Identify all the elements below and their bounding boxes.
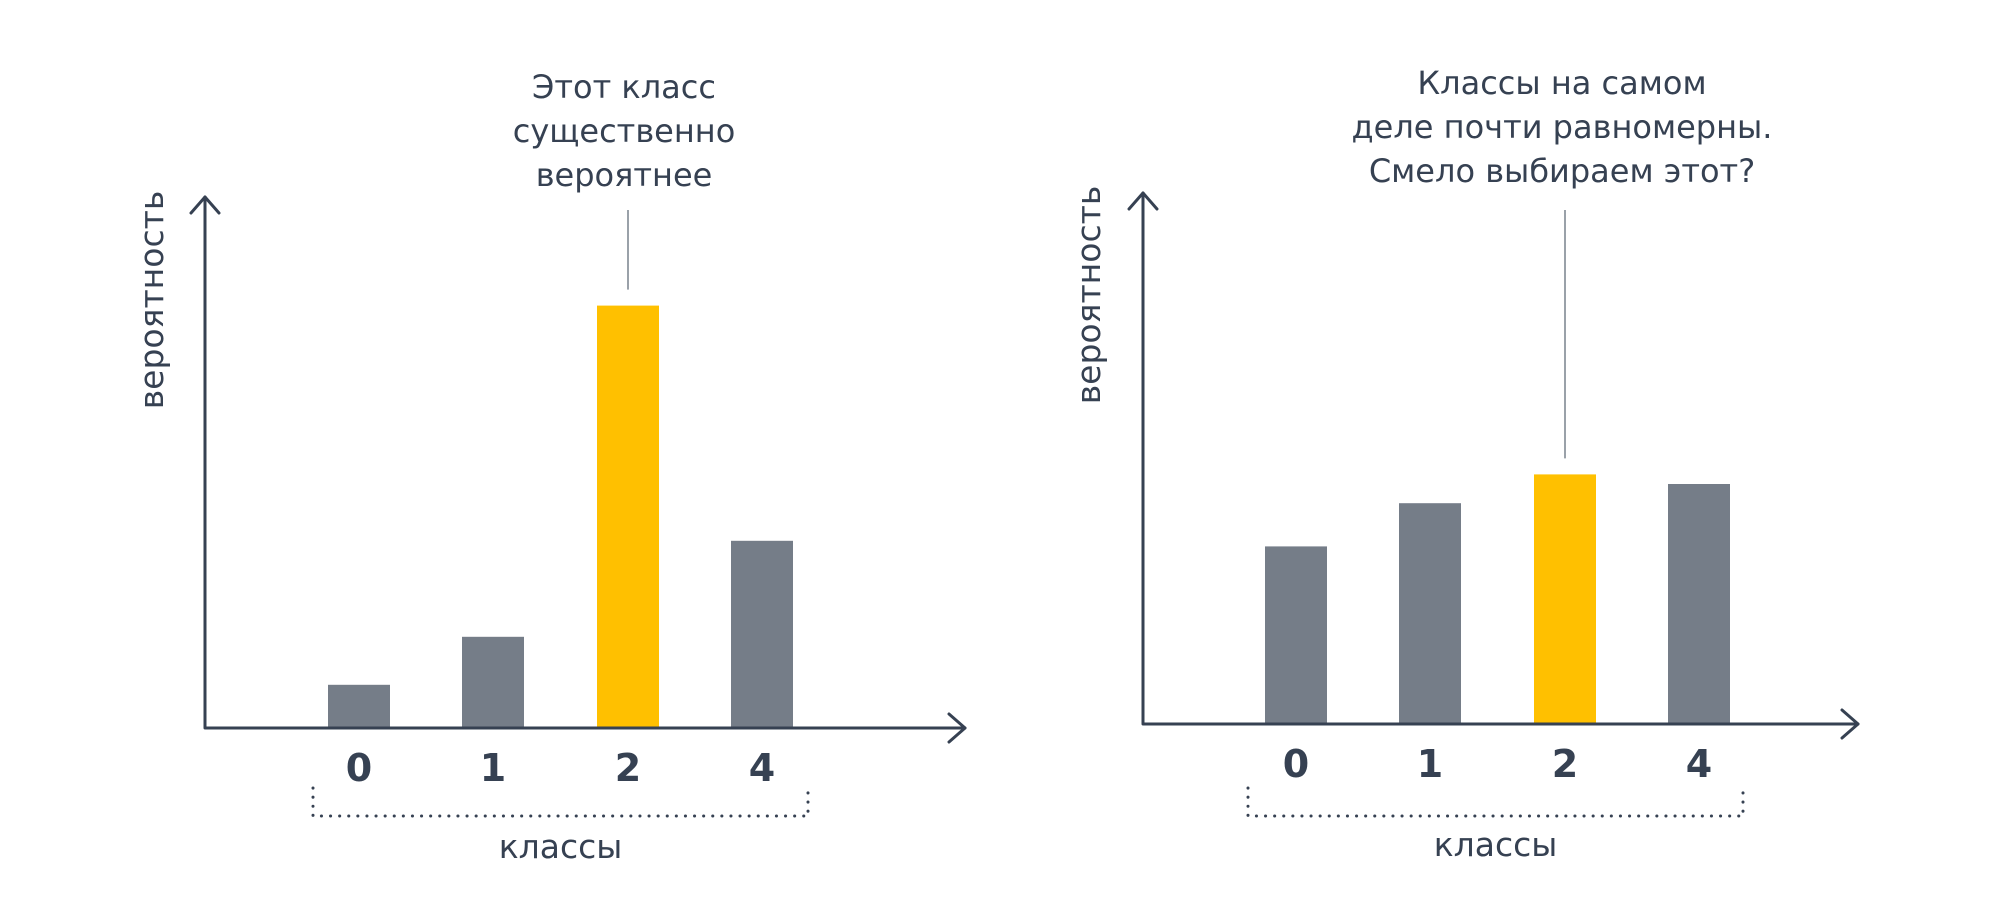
x-axis-label: классы (499, 827, 623, 866)
annotation-text-line-3: вероятнее (536, 156, 713, 194)
y-axis-arrow-icon (1127, 191, 1159, 211)
classes-bracket (311, 786, 810, 818)
bar-2-highlighted (597, 305, 659, 728)
x-axis-label: классы (1434, 825, 1558, 864)
annotation-text-line-1: Классы на самом (1417, 64, 1706, 102)
chart-2: 0 1 2 4 классы вероятность Классы на самом деле… (1069, 64, 1860, 864)
x-tick-label-0: 0 (346, 746, 372, 790)
annotation-text-line-2: существенно (513, 112, 736, 150)
y-axis-label: вероятность (1069, 186, 1108, 405)
y-axis-label: вероятность (132, 191, 171, 410)
x-tick-label-0: 0 (1283, 742, 1309, 786)
x-tick-label-2: 2 (1552, 742, 1578, 786)
annotation-text-line-3: Смело выбираем этот? (1369, 152, 1755, 190)
x-tick-label-1: 1 (480, 746, 506, 790)
x-tick-label-2: 2 (615, 746, 641, 790)
bar-0 (328, 684, 390, 728)
x-tick-label-4: 4 (749, 746, 775, 790)
bar-1 (462, 636, 524, 728)
x-axis-arrow-icon (1840, 708, 1860, 740)
x-tick-label-1: 1 (1417, 742, 1443, 786)
chart-1: 0 1 2 4 классы вероятность Этот класс существен… (132, 68, 967, 866)
x-axis-arrow-icon (947, 712, 967, 744)
bar-2-highlighted (1534, 474, 1596, 724)
classes-bracket (1246, 786, 1745, 818)
annotation-text-line-2: деле почти равномерны. (1352, 108, 1773, 146)
axes-lines (1141, 191, 1860, 726)
axes-lines (203, 195, 967, 730)
bar-4 (731, 540, 793, 728)
bar-4 (1668, 484, 1730, 724)
bar-0 (1265, 546, 1327, 724)
annotation-text-line-1: Этот класс (532, 68, 716, 106)
bar-1 (1399, 503, 1461, 724)
x-tick-label-4: 4 (1686, 742, 1712, 786)
y-axis-arrow-icon (189, 195, 221, 215)
